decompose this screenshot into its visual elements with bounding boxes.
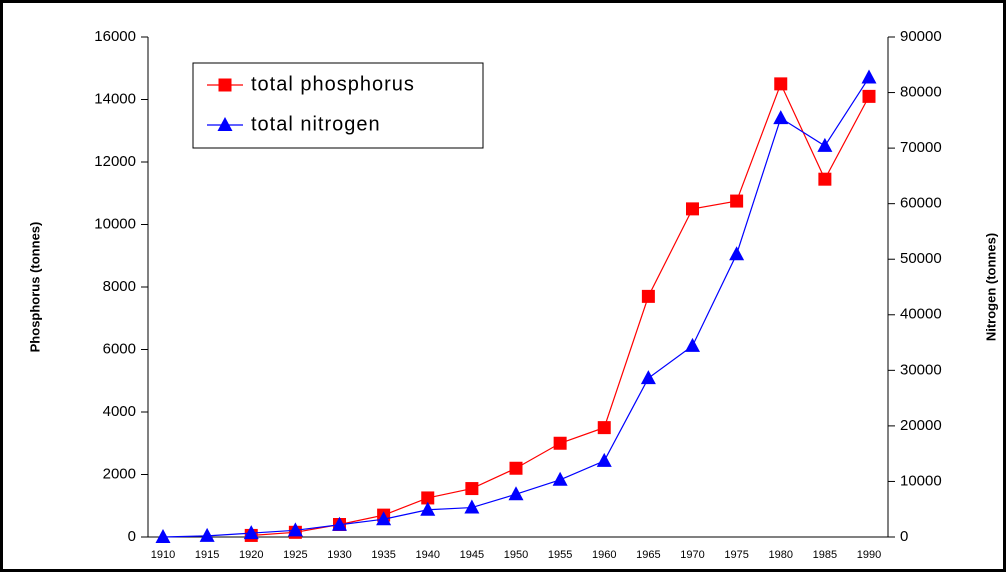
- x-tick-label: 1915: [195, 549, 219, 561]
- y2-axis-label: Nitrogen (tonnes): [983, 233, 998, 341]
- data-point: [774, 77, 788, 91]
- y-tick-label: 10000: [94, 215, 136, 232]
- data-point: [597, 421, 611, 435]
- data-point: [685, 337, 700, 352]
- y-tick-label: 0: [128, 528, 136, 545]
- y-axis-label: Phosphorus (tonnes): [27, 222, 42, 353]
- data-point: [420, 501, 436, 516]
- data-point: [773, 110, 789, 125]
- y2-tick-label: 80000: [900, 84, 942, 101]
- x-tick-label: 1945: [460, 549, 484, 561]
- y2-tick-label: 0: [900, 528, 908, 545]
- y-tick-label: 2000: [103, 465, 136, 482]
- data-point: [596, 452, 612, 467]
- legend-label: total phosphorus: [251, 73, 415, 95]
- data-point: [465, 482, 479, 496]
- y2-tick-label: 20000: [900, 417, 942, 434]
- data-point: [818, 172, 832, 186]
- x-tick-label: 1985: [813, 549, 837, 561]
- x-tick-label: 1935: [371, 549, 395, 561]
- x-tick-label: 1970: [680, 549, 704, 561]
- data-point: [729, 246, 745, 261]
- x-tick-label: 1965: [636, 549, 660, 561]
- x-tick-label: 1925: [283, 549, 307, 561]
- legend-marker: [218, 78, 232, 92]
- data-point: [243, 525, 259, 540]
- y2-tick-label: 10000: [900, 472, 942, 489]
- data-point: [730, 194, 744, 208]
- legend-box: [192, 62, 484, 149]
- data-point: [553, 436, 567, 450]
- data-point: [421, 491, 435, 505]
- data-point: [861, 69, 877, 84]
- data-point: [640, 370, 656, 385]
- x-tick-label: 1910: [151, 549, 175, 561]
- x-tick-label: 1990: [857, 549, 881, 561]
- y2-tick-label: 70000: [900, 139, 942, 156]
- y-tick-label: 16000: [94, 28, 136, 45]
- legend-label: total nitrogen: [251, 113, 381, 135]
- y-tick-label: 8000: [103, 278, 136, 295]
- data-point: [155, 529, 171, 543]
- data-point: [464, 499, 480, 514]
- data-point: [862, 89, 876, 103]
- x-tick-label: 1940: [416, 549, 440, 561]
- data-point: [509, 461, 523, 475]
- y2-tick-label: 50000: [900, 250, 942, 267]
- x-tick-label: 1980: [769, 549, 793, 561]
- x-tick-label: 1930: [327, 549, 351, 561]
- y-tick-label: 14000: [94, 90, 136, 107]
- data-point: [641, 289, 655, 303]
- y-tick-label: 6000: [103, 340, 136, 357]
- y-tick-label: 12000: [94, 153, 136, 170]
- data-point: [552, 471, 568, 486]
- data-point: [817, 137, 833, 152]
- y2-tick-label: 90000: [900, 28, 942, 45]
- x-tick-label: 1950: [504, 549, 528, 561]
- data-point: [508, 486, 524, 501]
- x-tick-label: 1975: [724, 549, 748, 561]
- data-point: [332, 516, 347, 531]
- y2-tick-label: 60000: [900, 195, 942, 212]
- x-tick-label: 1920: [239, 549, 263, 561]
- x-tick-label: 1955: [548, 549, 572, 561]
- data-point: [199, 527, 215, 542]
- x-tick-label: 1960: [592, 549, 616, 561]
- legend-marker: [217, 117, 233, 131]
- data-point: [376, 511, 392, 526]
- y2-tick-label: 30000: [900, 361, 942, 378]
- y-tick-label: 4000: [103, 403, 136, 420]
- y2-tick-label: 40000: [900, 306, 942, 323]
- data-point: [287, 522, 303, 537]
- data-point: [686, 202, 699, 216]
